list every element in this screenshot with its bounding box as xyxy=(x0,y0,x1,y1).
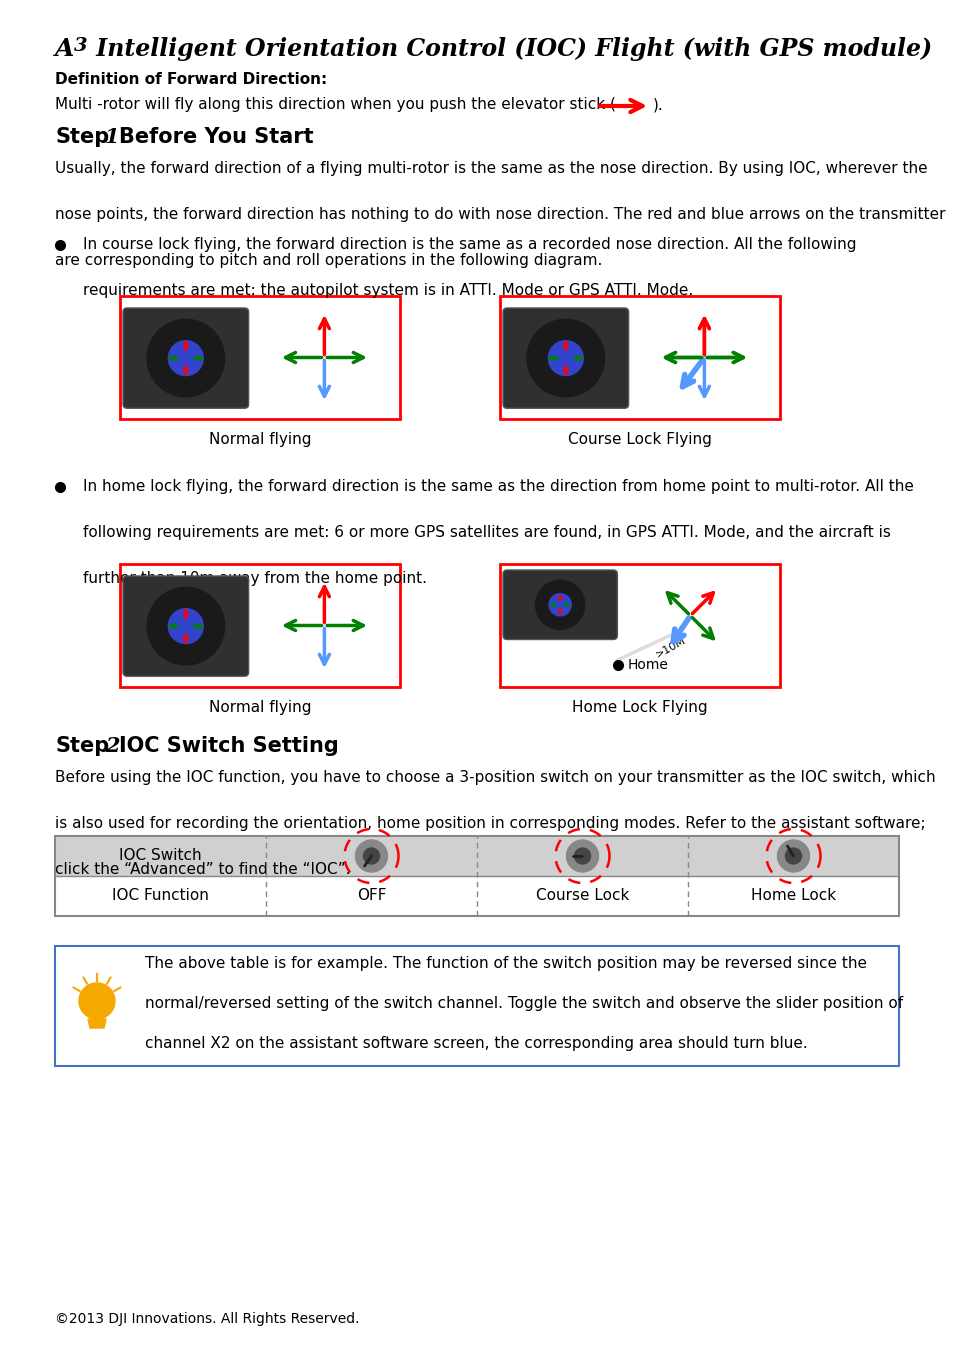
Text: channel X2 on the assistant software screen, the corresponding area should turn : channel X2 on the assistant software scr… xyxy=(145,1036,807,1051)
Circle shape xyxy=(549,593,571,616)
Text: Step: Step xyxy=(55,127,110,148)
Text: is also used for recording the orientation, home position in corresponding modes: is also used for recording the orientati… xyxy=(55,816,924,831)
Text: further than 10m away from the home point.: further than 10m away from the home poin… xyxy=(83,571,427,586)
Text: In home lock flying, the forward direction is the same as the direction from hom: In home lock flying, the forward directi… xyxy=(83,479,913,494)
Text: IOC Switch: IOC Switch xyxy=(119,849,202,864)
FancyBboxPatch shape xyxy=(120,297,399,418)
Text: click the “Advanced” to find the “IOC”.: click the “Advanced” to find the “IOC”. xyxy=(55,862,351,877)
Text: Before You Start: Before You Start xyxy=(119,127,314,148)
Polygon shape xyxy=(88,1020,106,1028)
Circle shape xyxy=(168,341,203,375)
Text: Home: Home xyxy=(627,658,668,672)
Text: Usually, the forward direction of a flying multi-rotor is the same as the nose d: Usually, the forward direction of a flyi… xyxy=(55,161,926,176)
Circle shape xyxy=(363,848,379,864)
Circle shape xyxy=(526,320,604,397)
Text: Definition of Forward Direction:: Definition of Forward Direction: xyxy=(55,72,327,87)
Text: IOC Function: IOC Function xyxy=(112,888,209,903)
FancyBboxPatch shape xyxy=(499,565,780,686)
FancyBboxPatch shape xyxy=(123,307,249,409)
Text: ).: ). xyxy=(652,97,663,112)
Circle shape xyxy=(79,983,115,1020)
Text: Multi -rotor will fly along this direction when you push the elevator stick (: Multi -rotor will fly along this directi… xyxy=(55,97,616,112)
Text: Step: Step xyxy=(55,737,110,756)
Circle shape xyxy=(147,588,224,665)
Text: Before using the IOC function, you have to choose a 3-position switch on your tr: Before using the IOC function, you have … xyxy=(55,770,935,785)
Text: Home Lock Flying: Home Lock Flying xyxy=(572,700,707,715)
FancyBboxPatch shape xyxy=(502,307,628,409)
Circle shape xyxy=(535,580,584,630)
Text: Course Lock: Course Lock xyxy=(536,888,629,903)
Text: Intelligent Orientation Control (IOC) Flight (with GPS module): Intelligent Orientation Control (IOC) Fl… xyxy=(88,37,931,61)
Circle shape xyxy=(548,341,582,375)
Text: ©2013 DJI Innovations. All Rights Reserved.: ©2013 DJI Innovations. All Rights Reserv… xyxy=(55,1312,359,1326)
Text: A: A xyxy=(55,37,74,61)
Circle shape xyxy=(147,320,224,397)
FancyBboxPatch shape xyxy=(502,570,617,639)
Text: nose points, the forward direction has nothing to do with nose direction. The re: nose points, the forward direction has n… xyxy=(55,207,944,222)
Text: The above table is for example. The function of the switch position may be rever: The above table is for example. The func… xyxy=(145,956,866,971)
Text: 3: 3 xyxy=(74,37,88,56)
Text: following requirements are met: 6 or more GPS satellites are found, in GPS ATTI.: following requirements are met: 6 or mor… xyxy=(83,525,890,540)
Text: 1: 1 xyxy=(105,127,119,148)
Circle shape xyxy=(355,839,387,872)
Circle shape xyxy=(168,609,203,643)
Text: >10M: >10M xyxy=(654,635,687,661)
Text: IOC Switch Setting: IOC Switch Setting xyxy=(119,737,338,756)
Text: requirements are met: the autopilot system is in ATTI. Mode or GPS ATTI. Mode.: requirements are met: the autopilot syst… xyxy=(83,283,693,298)
Text: OFF: OFF xyxy=(356,888,386,903)
Circle shape xyxy=(574,848,590,864)
FancyBboxPatch shape xyxy=(55,835,898,876)
Circle shape xyxy=(777,839,809,872)
FancyBboxPatch shape xyxy=(123,575,249,676)
Circle shape xyxy=(784,848,801,864)
FancyBboxPatch shape xyxy=(499,297,780,418)
Circle shape xyxy=(566,839,598,872)
Text: Course Lock Flying: Course Lock Flying xyxy=(567,432,711,447)
FancyBboxPatch shape xyxy=(120,565,399,686)
Text: Normal flying: Normal flying xyxy=(209,700,311,715)
Text: Normal flying: Normal flying xyxy=(209,432,311,447)
FancyBboxPatch shape xyxy=(55,946,898,1066)
Text: In course lock flying, the forward direction is the same as a recorded nose dire: In course lock flying, the forward direc… xyxy=(83,237,856,252)
Text: normal/reversed setting of the switch channel. Toggle the switch and observe the: normal/reversed setting of the switch ch… xyxy=(145,997,902,1011)
Text: 2: 2 xyxy=(105,737,119,756)
Text: are corresponding to pitch and roll operations in the following diagram.: are corresponding to pitch and roll oper… xyxy=(55,253,601,268)
Text: Home Lock: Home Lock xyxy=(750,888,835,903)
FancyBboxPatch shape xyxy=(55,876,898,917)
